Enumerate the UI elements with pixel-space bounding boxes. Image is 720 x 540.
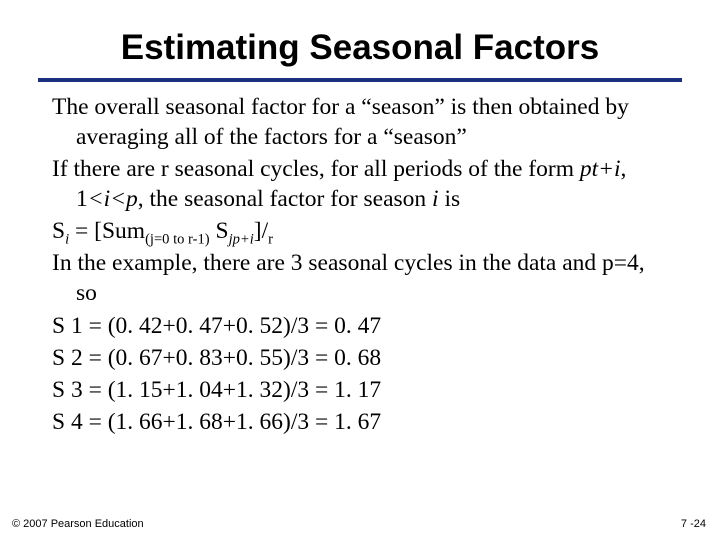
result-s4: S 4 = (1. 66+1. 68+1. 66)/3 = 1. 67 [52, 407, 668, 437]
formula-line: Si = [Sum(j=0 to r-1) Sjp+i]/r [52, 216, 668, 246]
page-number: 7 -24 [681, 518, 706, 530]
page-title: Estimating Seasonal Factors [50, 28, 670, 68]
paragraph-definition: If there are r seasonal cycles, for all … [52, 154, 668, 214]
paragraph-example: In the example, there are 3 seasonal cyc… [52, 248, 668, 308]
paragraph-intro: The overall seasonal factor for a “seaso… [52, 92, 668, 152]
result-s2: S 2 = (0. 67+0. 83+0. 55)/3 = 0. 68 [52, 343, 668, 373]
body-content: The overall seasonal factor for a “seaso… [0, 82, 720, 437]
result-s3: S 3 = (1. 15+1. 04+1. 32)/3 = 1. 17 [52, 375, 668, 405]
result-s1: S 1 = (0. 42+0. 47+0. 52)/3 = 0. 47 [52, 311, 668, 341]
copyright-text: © 2007 Pearson Education [12, 518, 144, 530]
